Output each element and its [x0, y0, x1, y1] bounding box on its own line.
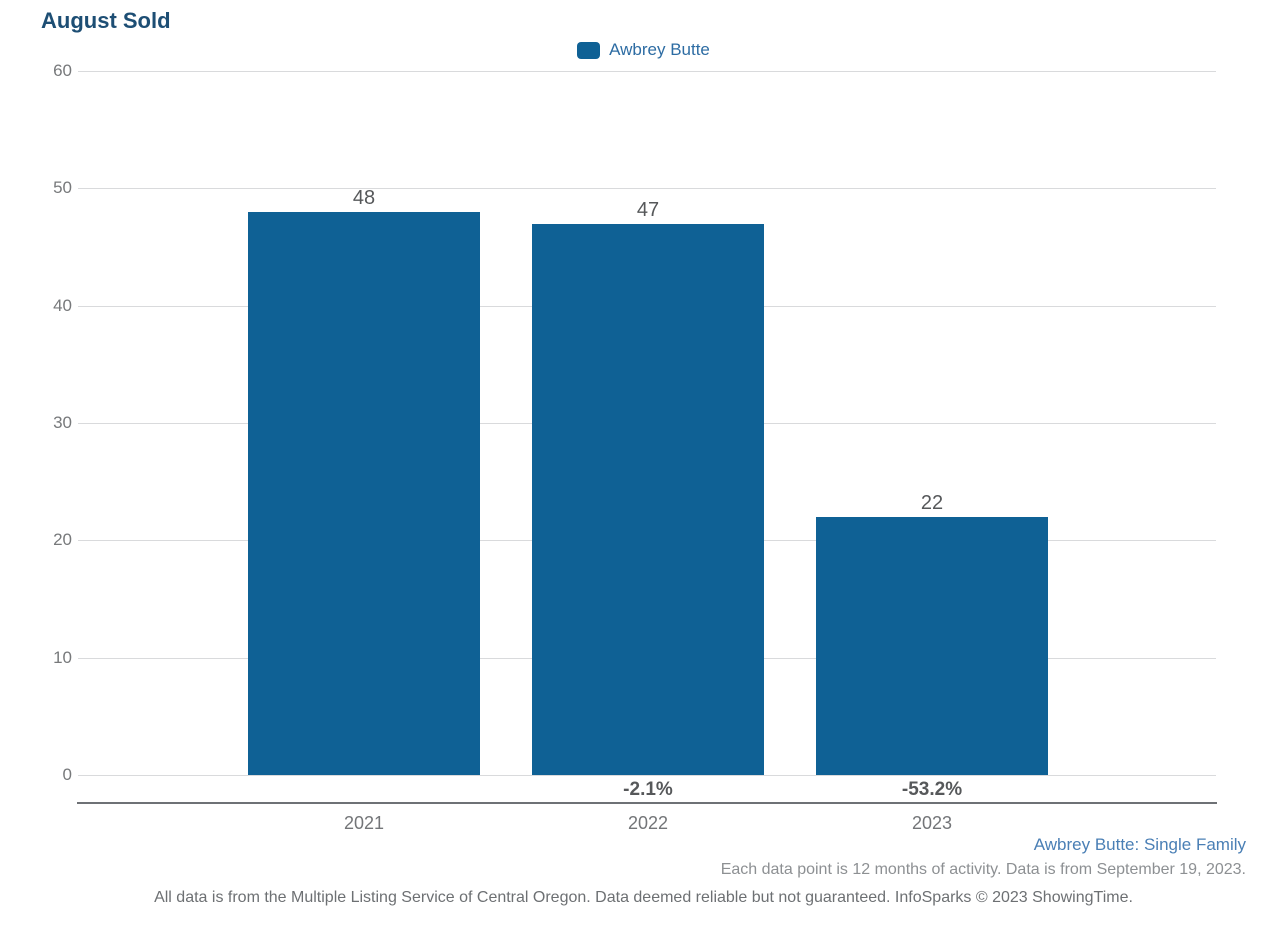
gridline-y-60	[78, 71, 1216, 72]
pct-change-label-2023: -53.2%	[901, 779, 963, 800]
y-tick-label-50: 50	[53, 178, 72, 197]
footer-disclaimer: All data is from the Multiple Listing Se…	[154, 889, 1133, 906]
x-tick-label-2021: 2021	[343, 813, 385, 833]
x-tick-label-2023: 2023	[911, 813, 953, 833]
gridline-y-50	[78, 188, 1216, 189]
bar-2023[interactable]	[816, 517, 1048, 775]
x-tick-label-2022: 2022	[627, 813, 669, 833]
footer-series-scope: Awbrey Butte: Single Family	[1033, 835, 1246, 854]
bar-value-2022: 47	[636, 199, 660, 221]
bar-value-2021: 48	[352, 187, 376, 209]
legend: Awbrey Butte	[0, 40, 1287, 60]
legend-item-awbrey-butte[interactable]: Awbrey Butte	[577, 40, 710, 60]
y-tick-label-10: 10	[53, 648, 72, 667]
bar-2021[interactable]	[248, 212, 480, 775]
x-axis-line	[77, 802, 1217, 804]
y-tick-label-20: 20	[53, 530, 72, 549]
gridline-y-0	[78, 775, 1216, 776]
legend-label: Awbrey Butte	[609, 40, 710, 59]
y-tick-label-40: 40	[53, 296, 72, 315]
legend-swatch-icon	[577, 41, 601, 59]
bar-value-2023: 22	[920, 492, 944, 514]
bar-2022[interactable]	[532, 224, 764, 775]
pct-change-label-2022: -2.1%	[623, 779, 673, 800]
y-tick-label-30: 30	[53, 413, 72, 432]
chart-title: August Sold	[41, 8, 171, 33]
footer-data-note: Each data point is 12 months of activity…	[720, 861, 1246, 878]
y-tick-label-0: 0	[62, 765, 72, 784]
y-tick-label-60: 60	[53, 61, 72, 80]
